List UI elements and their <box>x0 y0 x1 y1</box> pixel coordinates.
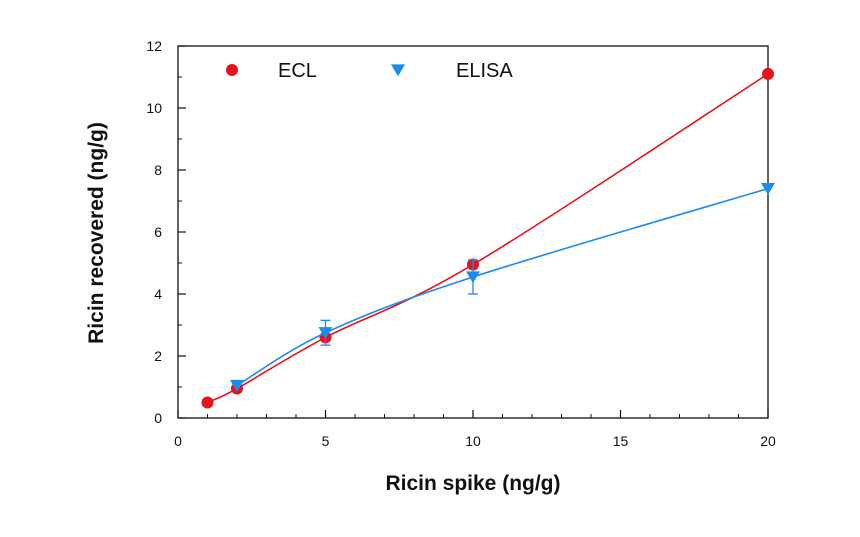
axes: 0 5 10 15 20 0 2 4 6 8 10 12 <box>146 38 776 449</box>
x-tick-label: 0 <box>174 433 182 449</box>
x-tick-label: 15 <box>613 433 629 449</box>
y-tick-label: 10 <box>146 100 162 116</box>
y-tick-label: 6 <box>154 224 162 240</box>
ecl-line <box>207 73 769 404</box>
x-tick-label: 10 <box>465 433 481 449</box>
elisa-point <box>230 379 244 392</box>
ecl-point <box>762 67 774 80</box>
y-axis-title: Ricin recovered (ng/g) <box>85 122 108 344</box>
series-elisa <box>230 183 775 392</box>
legend-label-elisa: ELISA <box>456 60 513 82</box>
x-axis-title: Ricin spike (ng/g) <box>385 472 560 495</box>
elisa-point <box>318 327 333 340</box>
y-tick-label: 8 <box>154 162 162 178</box>
x-tick-label: 20 <box>760 433 776 449</box>
elisa-line <box>236 187 769 387</box>
elisa-point <box>466 271 480 284</box>
y-tick-label: 2 <box>154 348 162 364</box>
y-tick-label: 12 <box>146 38 162 54</box>
elisa-point <box>761 183 775 195</box>
legend-marker-ecl <box>226 64 238 76</box>
y-tick-label: 4 <box>154 286 162 302</box>
plot-frame <box>177 45 769 419</box>
x-tick-label: 5 <box>322 433 330 449</box>
ecl-point <box>201 396 214 409</box>
series-ecl <box>201 67 774 409</box>
legend: ECL ELISA <box>226 60 513 82</box>
legend-label-ecl: ECL <box>278 60 317 82</box>
y-tick-label: 0 <box>154 410 162 426</box>
legend-marker-elisa <box>391 64 405 77</box>
series-layer <box>201 67 775 409</box>
